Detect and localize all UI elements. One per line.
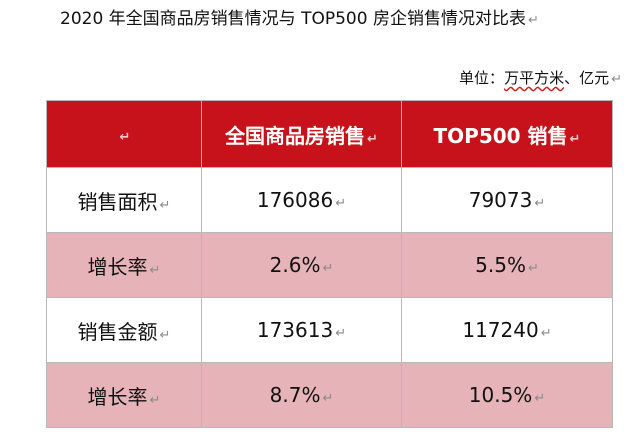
unit-note: 单位：万平方米、亿元 ↵ [459, 68, 622, 90]
paragraph-mark: ↵ [527, 261, 539, 276]
paragraph-mark: ↵ [335, 326, 347, 341]
paragraph-mark: ↵ [534, 391, 546, 406]
paragraph-mark: ↵ [335, 196, 347, 211]
paragraph-mark: ↵ [611, 72, 622, 87]
row-label: 增长率 ↵ [46, 362, 202, 428]
paragraph-mark: ↵ [322, 391, 334, 406]
header-cell-top500: TOP500 销售 ↵ [401, 100, 613, 168]
header-cell-national: 全国商品房销售 ↵ [201, 100, 402, 168]
comparison-table: ↵ 全国商品房销售 ↵ TOP500 销售 ↵ 销售面积 ↵ 176086 ↵ 7907… [46, 100, 613, 428]
table-header-row: ↵ 全国商品房销售 ↵ TOP500 销售 ↵ [46, 100, 613, 168]
paragraph-mark: ↵ [540, 326, 552, 341]
unit-prefix: 单位： [459, 69, 505, 87]
national-value: 176086 ↵ [201, 167, 402, 233]
paragraph-mark: ↵ [159, 197, 171, 213]
header-cell-empty: ↵ [46, 100, 202, 168]
row-label: 销售面积 ↵ [46, 167, 202, 233]
paragraph-mark: ↵ [527, 13, 539, 28]
unit-area: 万平方米 [504, 69, 565, 87]
paragraph-mark: ↵ [149, 392, 161, 408]
top500-value: 117240 ↵ [401, 297, 613, 363]
document-title: 2020 年全国商品房销售情况与 TOP500 房企销售情况对比表 ↵ [60, 8, 620, 32]
national-value: 8.7% ↵ [201, 362, 402, 428]
row-label: 销售金额 ↵ [46, 297, 202, 363]
paragraph-mark: ↵ [149, 262, 161, 278]
title-text: 2020 年全国商品房销售情况与 TOP500 房企销售情况对比表 [60, 9, 526, 29]
top500-value: 10.5% ↵ [401, 362, 613, 428]
unit-suffix: 、亿元 [564, 69, 610, 87]
paragraph-mark: ↵ [159, 327, 171, 343]
top500-value: 79073 ↵ [401, 167, 613, 233]
row-label: 增长率 ↵ [46, 232, 202, 298]
national-value: 173613 ↵ [201, 297, 402, 363]
table-row: 销售金额 ↵ 173613 ↵ 117240 ↵ [46, 297, 613, 363]
top500-value: 5.5% ↵ [401, 232, 613, 298]
table-row: 增长率 ↵ 8.7% ↵ 10.5% ↵ [46, 362, 613, 428]
paragraph-mark: ↵ [534, 196, 546, 211]
table-row: 销售面积 ↵ 176086 ↵ 79073 ↵ [46, 167, 613, 233]
paragraph-mark: ↵ [367, 131, 378, 147]
paragraph-mark: ↵ [119, 130, 131, 145]
national-value: 2.6% ↵ [201, 232, 402, 298]
paragraph-mark: ↵ [569, 131, 581, 147]
paragraph-mark: ↵ [322, 261, 334, 276]
table-row: 增长率 ↵ 2.6% ↵ 5.5% ↵ [46, 232, 613, 298]
